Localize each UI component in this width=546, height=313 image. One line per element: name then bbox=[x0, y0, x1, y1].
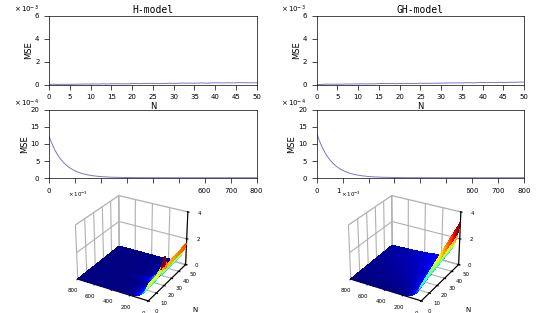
Text: $\times\,10^{-3}$: $\times\,10^{-3}$ bbox=[14, 4, 39, 15]
Text: $\times\,10^{-4}$: $\times\,10^{-4}$ bbox=[14, 98, 39, 109]
Y-axis label: MSE: MSE bbox=[288, 135, 296, 153]
Text: $\times\,10^{-4}$: $\times\,10^{-4}$ bbox=[281, 98, 306, 109]
Y-axis label: N: N bbox=[192, 307, 198, 313]
Y-axis label: MSE: MSE bbox=[292, 41, 301, 59]
Y-axis label: N: N bbox=[465, 307, 471, 313]
Y-axis label: MSE: MSE bbox=[20, 135, 29, 153]
X-axis label: M: M bbox=[149, 196, 157, 204]
Title: GH-model: GH-model bbox=[397, 5, 444, 15]
Y-axis label: MSE: MSE bbox=[25, 41, 33, 59]
X-axis label: M: M bbox=[417, 196, 424, 204]
Text: $\times\,10^{-3}$: $\times\,10^{-3}$ bbox=[281, 4, 306, 15]
X-axis label: N: N bbox=[417, 102, 424, 110]
X-axis label: N: N bbox=[150, 102, 156, 110]
Title: H-model: H-model bbox=[132, 5, 174, 15]
Text: $\times\,10^{-3}$: $\times\,10^{-3}$ bbox=[68, 190, 88, 199]
Text: $\times\,10^{-3}$: $\times\,10^{-3}$ bbox=[341, 190, 361, 199]
